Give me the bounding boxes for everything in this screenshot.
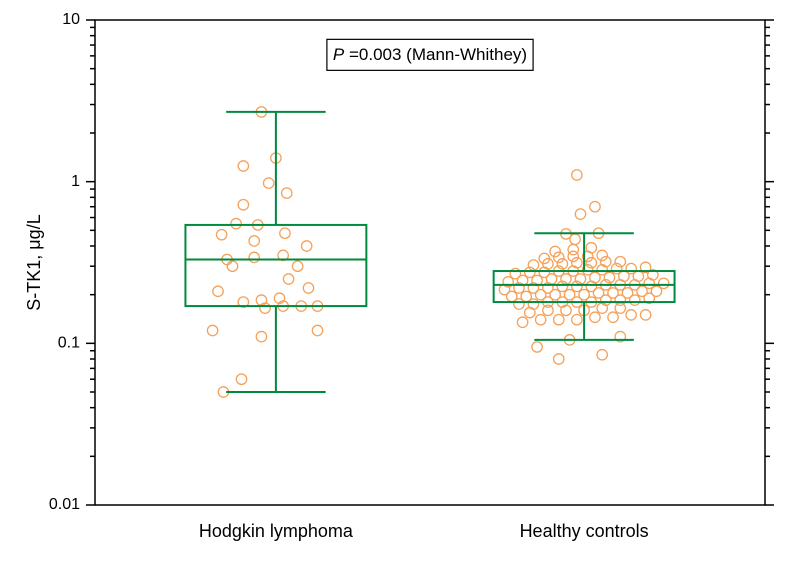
data-point: [282, 188, 292, 198]
data-point: [280, 228, 290, 238]
category-label: Hodgkin lymphoma: [199, 521, 354, 541]
data-point: [312, 325, 322, 335]
data-point: [554, 315, 564, 325]
data-point: [263, 178, 273, 188]
data-point: [249, 236, 259, 246]
data-point: [292, 261, 302, 271]
data-point: [249, 252, 259, 262]
ytick-label: 1: [71, 173, 80, 190]
p-value-annotation: P =0.003 (Mann-Whithey): [327, 39, 533, 70]
data-point: [554, 354, 564, 364]
data-point: [517, 317, 527, 327]
data-point: [626, 263, 636, 273]
plot-frame: [95, 20, 765, 505]
data-point: [238, 161, 248, 171]
data-point: [510, 268, 520, 278]
boxplot-chart: 0.01 0.1 1 10 S-TK1, μg/L Hodgkin lymphoma Hea…: [0, 0, 787, 574]
data-point: [301, 241, 311, 251]
series-0: [207, 107, 322, 397]
data-point: [590, 202, 600, 212]
category-label: Healthy controls: [520, 521, 649, 541]
data-point: [227, 261, 237, 271]
data-point: [658, 278, 668, 288]
data-point: [640, 310, 650, 320]
ytick-label: 10: [62, 11, 80, 28]
ytick-label: 0.01: [49, 496, 80, 513]
data-point: [572, 315, 582, 325]
data-point: [238, 200, 248, 210]
data-point: [572, 170, 582, 180]
data-point: [586, 243, 596, 253]
data-point: [303, 283, 313, 293]
data-point: [521, 291, 531, 301]
data-point: [590, 312, 600, 322]
data-point: [256, 331, 266, 341]
data-point: [626, 310, 636, 320]
annotation-text: P =0.003 (Mann-Whithey): [333, 45, 527, 64]
data-point: [236, 374, 246, 384]
data-point: [575, 209, 585, 219]
data-point: [216, 229, 226, 239]
data-point: [597, 350, 607, 360]
y-axis-label: S-TK1, μg/L: [24, 214, 44, 310]
data-point: [207, 325, 217, 335]
data-point: [283, 274, 293, 284]
data-point: [564, 289, 574, 299]
data-point: [231, 218, 241, 228]
data-point: [597, 250, 607, 260]
data-point: [213, 286, 223, 296]
data-point: [572, 258, 582, 268]
data-point: [568, 244, 578, 254]
data-point: [550, 246, 560, 256]
data-point: [608, 312, 618, 322]
data-point: [535, 315, 545, 325]
data-point: [579, 289, 589, 299]
ytick-label: 0.1: [58, 335, 80, 352]
data-point: [532, 342, 542, 352]
